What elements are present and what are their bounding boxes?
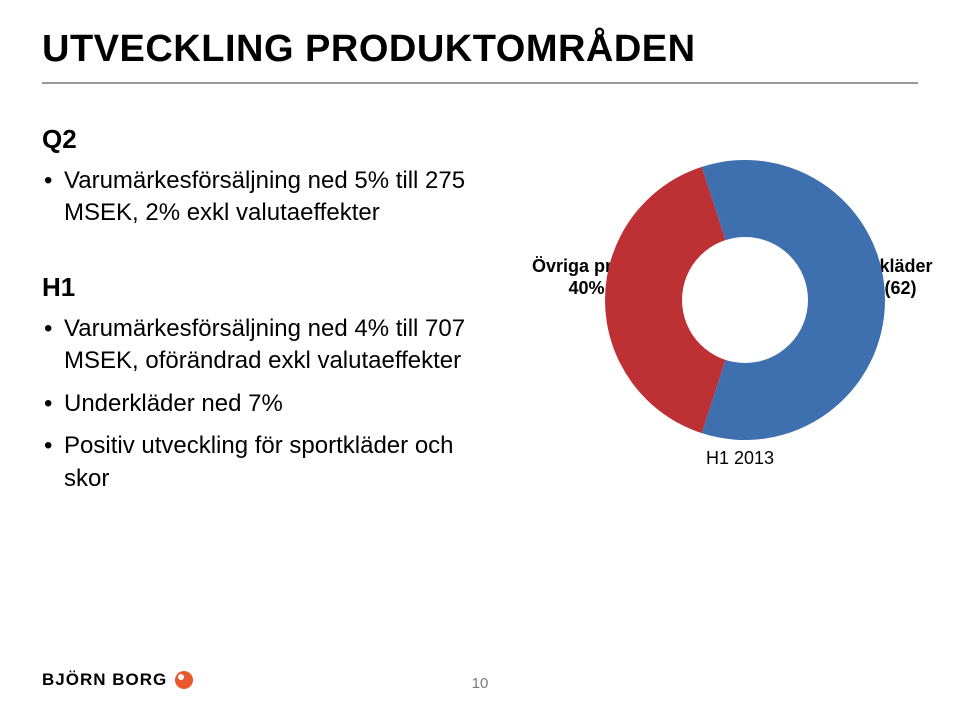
list-item: Positiv utveckling för sportkläder och s… <box>42 430 502 495</box>
h1-list: Varumärkesförsäljning ned 4% till 707 MS… <box>42 313 502 495</box>
h1-heading: H1 <box>42 272 502 303</box>
section-h1: H1 Varumärkesförsäljning ned 4% till 707… <box>42 272 502 505</box>
page-title: UTVECKLING PRODUKTOMRÅDEN <box>42 28 696 71</box>
donut-chart: Övriga produkter 40% (38) Underkläder 60… <box>540 130 940 470</box>
list-item: Underkläder ned 7% <box>42 388 502 420</box>
chart-caption: H1 2013 <box>540 448 940 469</box>
title-rule <box>42 82 918 84</box>
list-item: Varumärkesförsäljning ned 5% till 275 MS… <box>42 165 502 230</box>
q2-list: Varumärkesförsäljning ned 5% till 275 MS… <box>42 165 502 230</box>
page-number: 10 <box>0 675 960 692</box>
donut-hole <box>682 237 808 363</box>
q2-heading: Q2 <box>42 124 502 155</box>
list-item: Varumärkesförsäljning ned 4% till 707 MS… <box>42 313 502 378</box>
section-q2: Q2 Varumärkesförsäljning ned 5% till 275… <box>42 124 502 240</box>
donut-svg <box>605 160 885 440</box>
